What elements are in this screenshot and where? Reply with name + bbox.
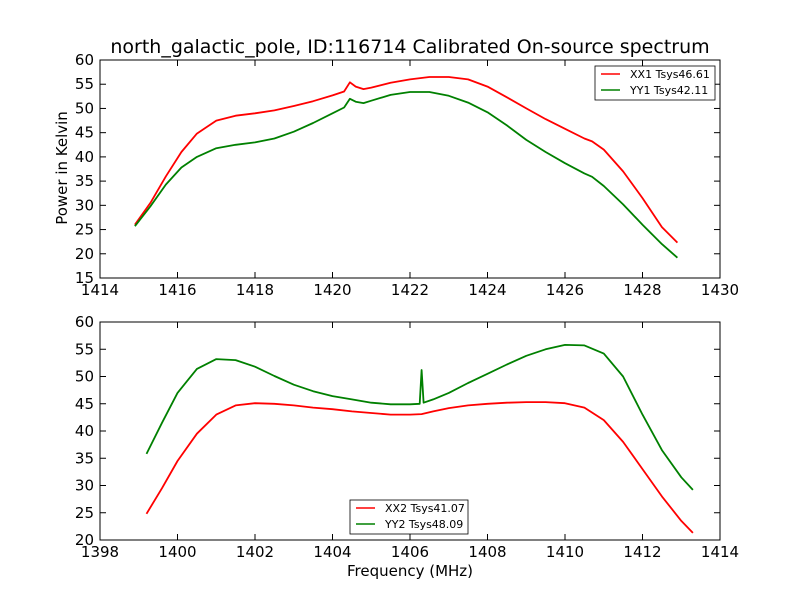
bottom-ytick-label: 40: [75, 422, 94, 440]
bottom-ytick-label: 45: [75, 395, 94, 413]
top-ytick-label: 25: [75, 221, 94, 239]
top-chart-ylabel: Power in Kelvin: [53, 111, 71, 225]
bottom-xtick-label: 1402: [236, 543, 274, 561]
top-xtick-label: 1420: [313, 281, 351, 299]
bottom-xtick-label: 1400: [158, 543, 196, 561]
top-xtick-label: 1418: [236, 281, 274, 299]
top-xtick-label: 1424: [468, 281, 506, 299]
top-xtick-label: 1428: [623, 281, 661, 299]
top-chart-frame: [99, 59, 721, 279]
top-xtick-label: 1416: [158, 281, 196, 299]
top-legend-label-yy1: YY1 Tsys42.11: [629, 84, 708, 97]
bottom-xtick-label: 1404: [313, 543, 351, 561]
bottom-ytick-label: 20: [75, 531, 94, 549]
top-chart: north_galactic_pole, ID:116714 Calibrate…: [53, 36, 739, 299]
top-chart-lines: [134, 76, 679, 259]
top-series-line-1: [134, 91, 678, 259]
bottom-ytick-label: 30: [75, 477, 94, 495]
bottom-series-line-0: [145, 401, 694, 534]
bottom-xtick-label: 1414: [701, 543, 739, 561]
top-ytick-label: 15: [75, 269, 94, 287]
bottom-xtick-label: 1406: [391, 543, 429, 561]
top-xtick-label: 1426: [546, 281, 584, 299]
bottom-chart-ticks: 1398 1400 1402 1404 1406 1408 1410 1412 1414 20 25…: [75, 313, 739, 561]
top-ytick-label: 20: [75, 245, 94, 263]
top-ytick-label: 55: [75, 75, 94, 93]
top-chart-title: north_galactic_pole, ID:116714 Calibrate…: [110, 36, 709, 58]
top-legend-box: [594, 65, 716, 101]
bottom-chart-lines: [145, 343, 694, 534]
bottom-xtick-label: 1408: [468, 543, 506, 561]
bottom-legend-label-yy2: YY2 Tsys48.09: [384, 518, 463, 531]
top-ytick-label: 40: [75, 148, 94, 166]
bottom-chart-xlabel: Frequency (MHz): [347, 562, 473, 580]
bottom-xtick-label: 1398: [81, 543, 119, 561]
bottom-ytick-label: 35: [75, 449, 94, 467]
top-xtick-label: 1422: [391, 281, 429, 299]
bottom-xtick-label: 1412: [623, 543, 661, 561]
top-ytick-label: 50: [75, 99, 94, 117]
top-ytick-label: 45: [75, 124, 94, 142]
top-series-line-0: [134, 76, 679, 244]
bottom-xtick-label: 1410: [546, 543, 584, 561]
top-xtick-label: 1430: [701, 281, 739, 299]
bottom-ytick-label: 60: [75, 313, 94, 331]
bottom-ytick-label: 55: [75, 340, 94, 358]
bottom-chart: Frequency (MHz) 1398 1400 1402 1404 1406 1408…: [75, 313, 739, 580]
top-ytick-label: 30: [75, 196, 94, 214]
bottom-chart-frame: [99, 321, 721, 541]
top-xtick-label: 1414: [81, 281, 119, 299]
top-ytick-label: 60: [75, 51, 94, 69]
top-legend-label-xx1: XX1 Tsys46.61: [630, 68, 710, 81]
top-chart-legend: XX1 Tsys46.61 YY1 Tsys42.11: [594, 65, 716, 101]
bottom-ytick-label: 50: [75, 368, 94, 386]
bottom-series-line-1: [145, 343, 694, 491]
top-ytick-label: 35: [75, 172, 94, 190]
bottom-legend-label-xx2: XX2 Tsys41.07: [385, 502, 465, 515]
bottom-legend-box: [349, 499, 469, 535]
top-chart-ticks: 1414 1416 1418 1420 1422 1424 1426 1428 1430 15 20…: [75, 51, 739, 299]
bottom-chart-legend: XX2 Tsys41.07 YY2 Tsys48.09: [349, 499, 469, 535]
bottom-ytick-label: 25: [75, 504, 94, 522]
